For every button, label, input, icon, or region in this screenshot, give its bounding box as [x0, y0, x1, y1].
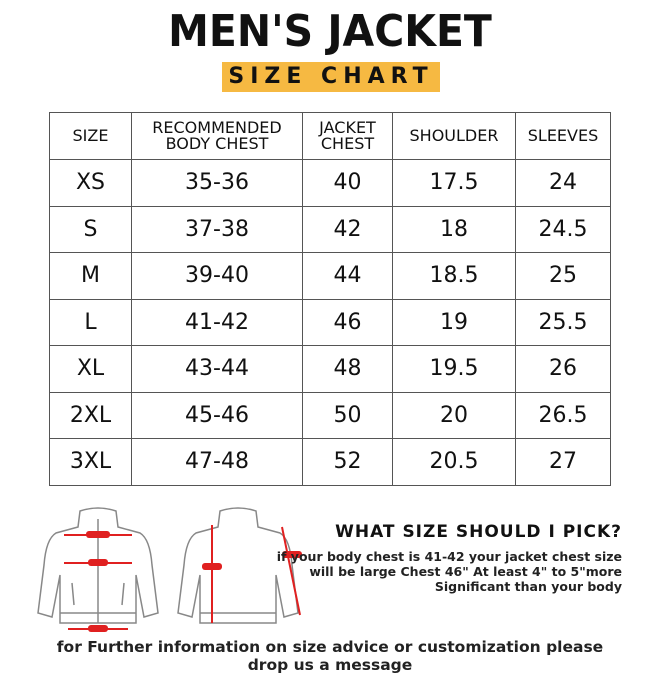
cell-body-chest: 47-48 — [131, 438, 303, 486]
table-row: L 41-42 46 19 25.5 — [49, 298, 611, 346]
advice-line: will be large Chest 46" At least 4" to 5… — [309, 564, 622, 579]
cell-sleeves: 26 — [515, 345, 611, 393]
cell-shoulder: 17.5 — [392, 159, 516, 207]
header-sleeves: SLEEVES — [515, 112, 611, 160]
cell-body-chest: 43-44 — [131, 345, 303, 393]
advice-question: WHAT SIZE SHOULD I PICK? — [335, 522, 622, 542]
cell-sleeves: 26.5 — [515, 391, 611, 439]
cell-body-chest: 45-46 — [131, 391, 303, 439]
cell-jacket-chest: 50 — [302, 391, 393, 439]
jacket-back-illustration — [177, 507, 302, 624]
cell-size: XS — [49, 159, 132, 207]
cell-sleeves: 24.5 — [515, 205, 611, 253]
table-row: S 37-38 42 18 24.5 — [49, 205, 611, 253]
page-title: MEN'S JACKET — [168, 6, 492, 57]
cell-jacket-chest: 48 — [302, 345, 393, 393]
cell-shoulder: 19.5 — [392, 345, 516, 393]
cell-shoulder: 20.5 — [392, 438, 516, 486]
cell-body-chest: 41-42 — [131, 298, 303, 346]
cell-jacket-chest: 46 — [302, 298, 393, 346]
header-shoulder: SHOULDER — [392, 112, 516, 160]
table-header: SIZE RECOMMENDED BODY CHEST JACKET CHEST… — [49, 112, 611, 160]
header-size: SIZE — [49, 112, 132, 160]
table-row: M 39-40 44 18.5 25 — [49, 252, 611, 300]
cell-sleeves: 25 — [515, 252, 611, 300]
cell-body-chest: 35-36 — [131, 159, 303, 207]
cell-size: XL — [49, 345, 132, 393]
table-row: XL 43-44 48 19.5 26 — [49, 345, 611, 393]
cell-body-chest: 39-40 — [131, 252, 303, 300]
advice-line: if your body chest is 41-42 your jacket … — [276, 549, 622, 564]
cell-jacket-chest: 40 — [302, 159, 393, 207]
advice-text: if your body chest is 41-42 your jacket … — [277, 549, 622, 594]
cell-sleeves: 24 — [515, 159, 611, 207]
cell-size: M — [49, 252, 132, 300]
table-row: XS 35-36 40 17.5 24 — [49, 159, 611, 207]
cell-jacket-chest: 44 — [302, 252, 393, 300]
cell-size: 2XL — [49, 391, 132, 439]
cell-shoulder: 18 — [392, 205, 516, 253]
cell-size: L — [49, 298, 132, 346]
size-table: SIZE RECOMMENDED BODY CHEST JACKET CHEST… — [49, 112, 611, 486]
advice-line: Significant than your body — [434, 579, 622, 594]
footer-line: drop us a message — [247, 656, 413, 674]
cell-jacket-chest: 42 — [302, 205, 393, 253]
cell-sleeves: 25.5 — [515, 298, 611, 346]
footer-line: for Further information on size advice o… — [56, 638, 604, 656]
cell-jacket-chest: 52 — [302, 438, 393, 486]
cell-shoulder: 19 — [392, 298, 516, 346]
cell-body-chest: 37-38 — [131, 205, 303, 253]
footer-note: for Further information on size advice o… — [0, 638, 660, 674]
header-body-chest: RECOMMENDED BODY CHEST — [131, 112, 303, 160]
table-row: 3XL 47-48 52 20.5 27 — [49, 438, 611, 486]
cell-shoulder: 20 — [392, 391, 516, 439]
cell-sleeves: 27 — [515, 438, 611, 486]
table-row: 2XL 45-46 50 20 26.5 — [49, 391, 611, 439]
cell-shoulder: 18.5 — [392, 252, 516, 300]
cell-size: S — [49, 205, 132, 253]
cell-size: 3XL — [49, 438, 132, 486]
jacket-front-illustration — [37, 507, 159, 632]
size-chart-badge: SIZE CHART — [222, 62, 440, 92]
header-jacket-chest: JACKET CHEST — [302, 112, 393, 160]
